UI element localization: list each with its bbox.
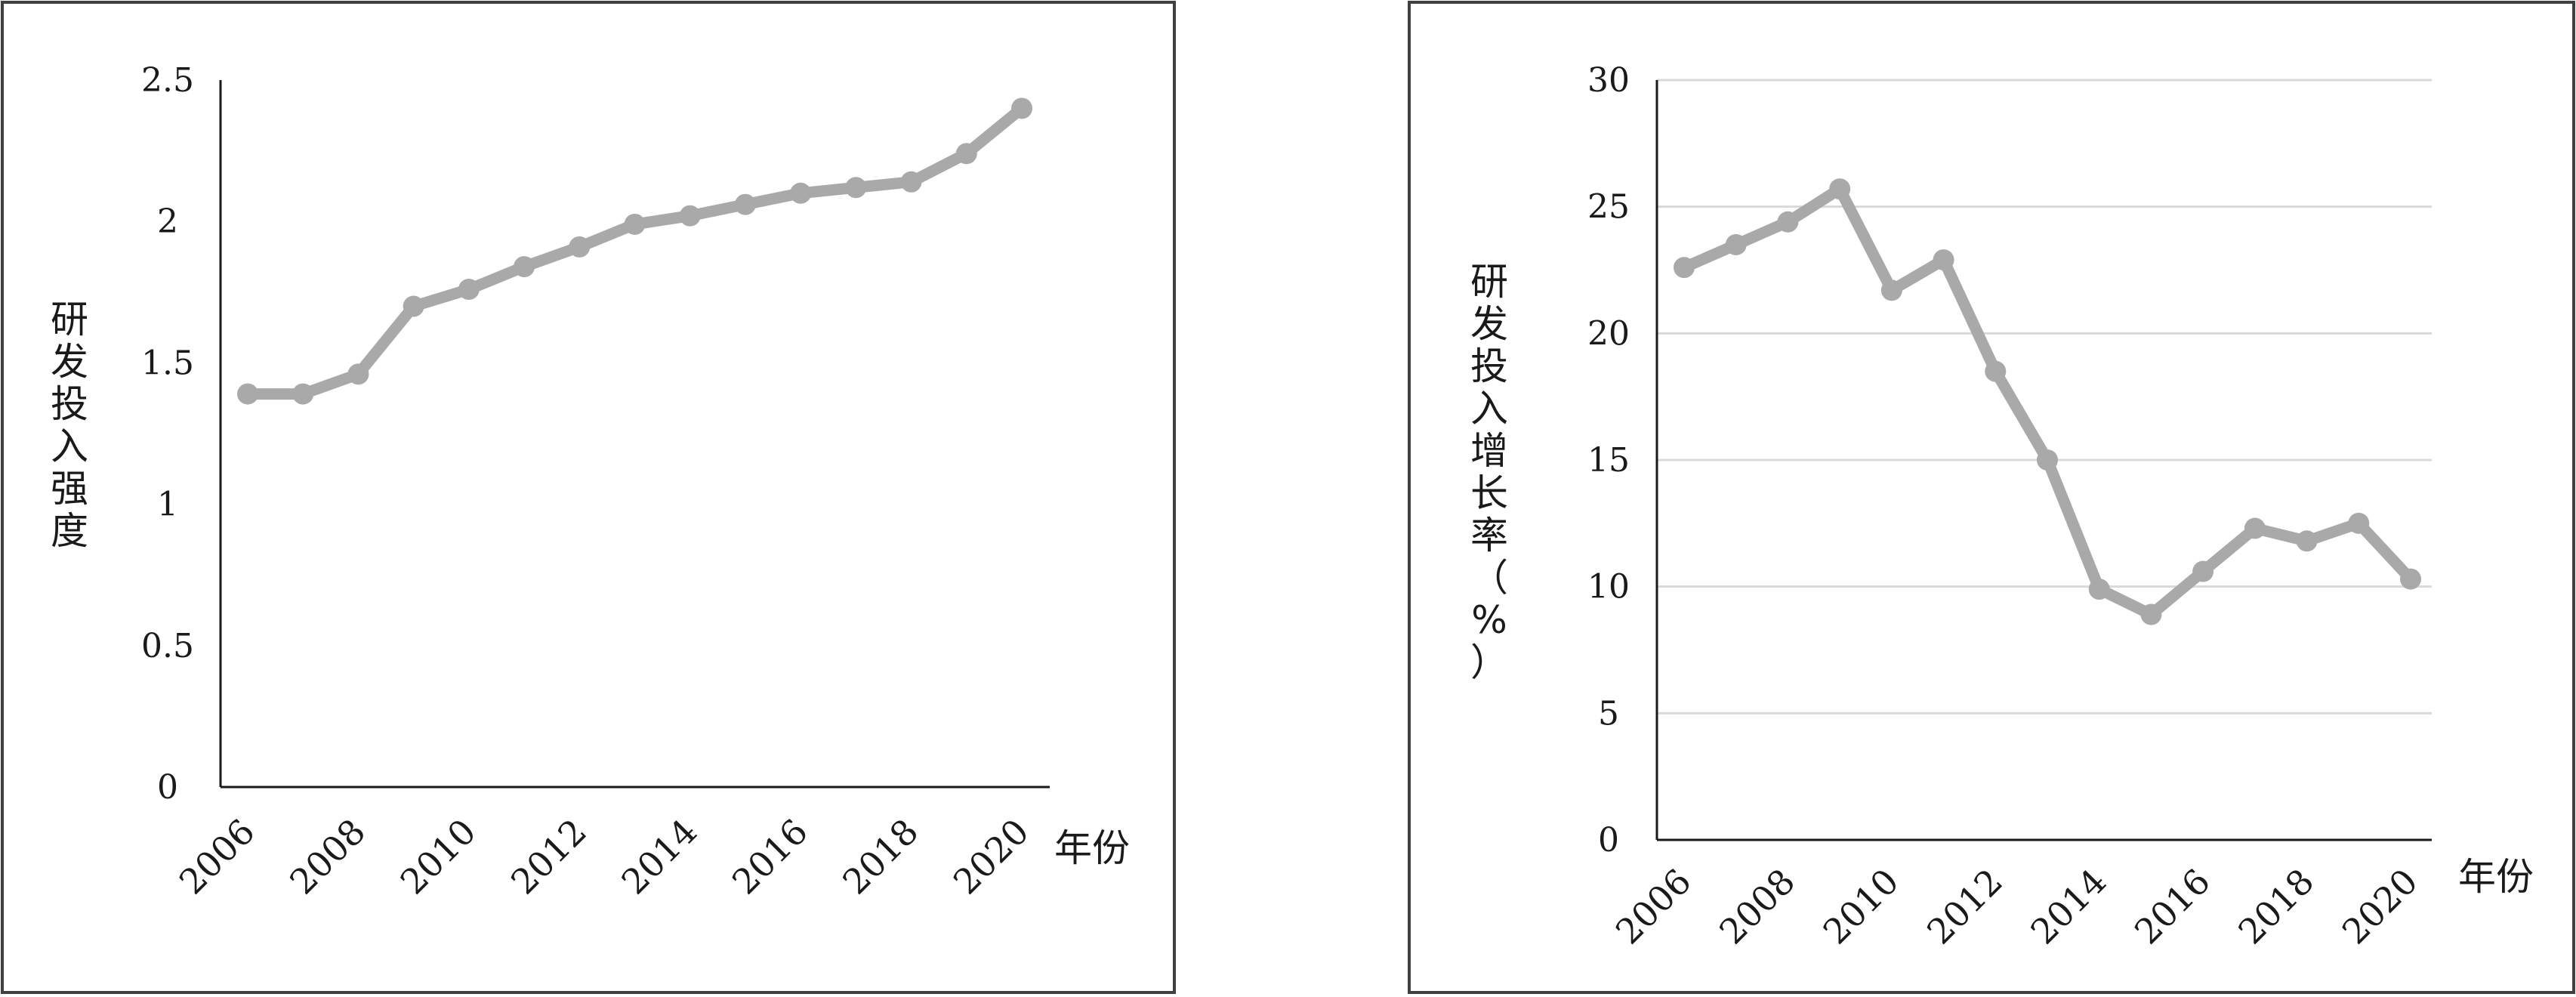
y-tick-label: 1 [157,486,178,524]
data-point [237,383,258,405]
y-tick-label: 30 [1587,61,1630,100]
y-axis-title: 研发投入增长率（%） [1470,260,1508,684]
data-point [955,143,977,165]
y-axis-title: 研发投入强度 [51,298,88,553]
data-point [679,205,701,227]
data-point [2140,603,2162,625]
y-tick-label: 0 [157,768,178,807]
y-tick-label: 2.5 [141,61,194,100]
data-point [1011,97,1032,119]
data-point [403,295,424,317]
y-tick-label: 2 [157,202,178,241]
y-tick-label: 1.5 [141,344,194,382]
data-point [900,171,922,193]
data-point [1880,279,1902,301]
chart-panel-left: 00.511.522.5 2006 2008 2010 2012 2014 2016 201… [1,1,1176,994]
data-point [1985,360,2007,382]
data-point [458,279,480,301]
data-point [2192,560,2214,582]
data-point [1674,257,1695,279]
data-point [1777,211,1799,233]
data-point [1725,233,1747,255]
data-point [569,236,591,258]
data-point [2037,449,2058,471]
data-point [2400,568,2421,590]
data-point [292,383,314,405]
y-tick-label: 15 [1587,441,1630,480]
y-tick-label: 20 [1587,314,1630,353]
axes [1655,80,2432,841]
data-point [1933,249,1954,271]
data-point [2088,579,2110,600]
y-tick-label: 0 [1598,821,1619,860]
y-tick-labels: 0 0.5 1 1.5 2 2.5 [141,61,194,807]
data-point [514,256,535,278]
data-point [2244,517,2266,539]
data-point [845,177,867,199]
x-axis-unit: 年份 [2458,855,2534,899]
x-axis-unit: 年份 [1054,826,1130,870]
y-tick-label: 10 [1587,568,1630,607]
data-point [790,182,812,204]
data-point [1829,178,1851,200]
series-line [237,97,1032,405]
data-point [624,213,646,235]
series-line [1674,178,2421,625]
y-tick-labels: 0 5 10 15 20 25 30 [1587,61,1630,860]
data-point [2348,512,2370,534]
y-tick-label: 5 [1598,694,1619,733]
axes [219,80,1050,789]
y-tick-label: 25 [1587,188,1630,227]
panel-frame [1408,1,2575,994]
panel-frame [1,1,1176,994]
data-point [2296,530,2318,552]
data-point [734,193,756,215]
y-tick-label: 0.5 [141,627,194,665]
data-point [347,363,369,385]
